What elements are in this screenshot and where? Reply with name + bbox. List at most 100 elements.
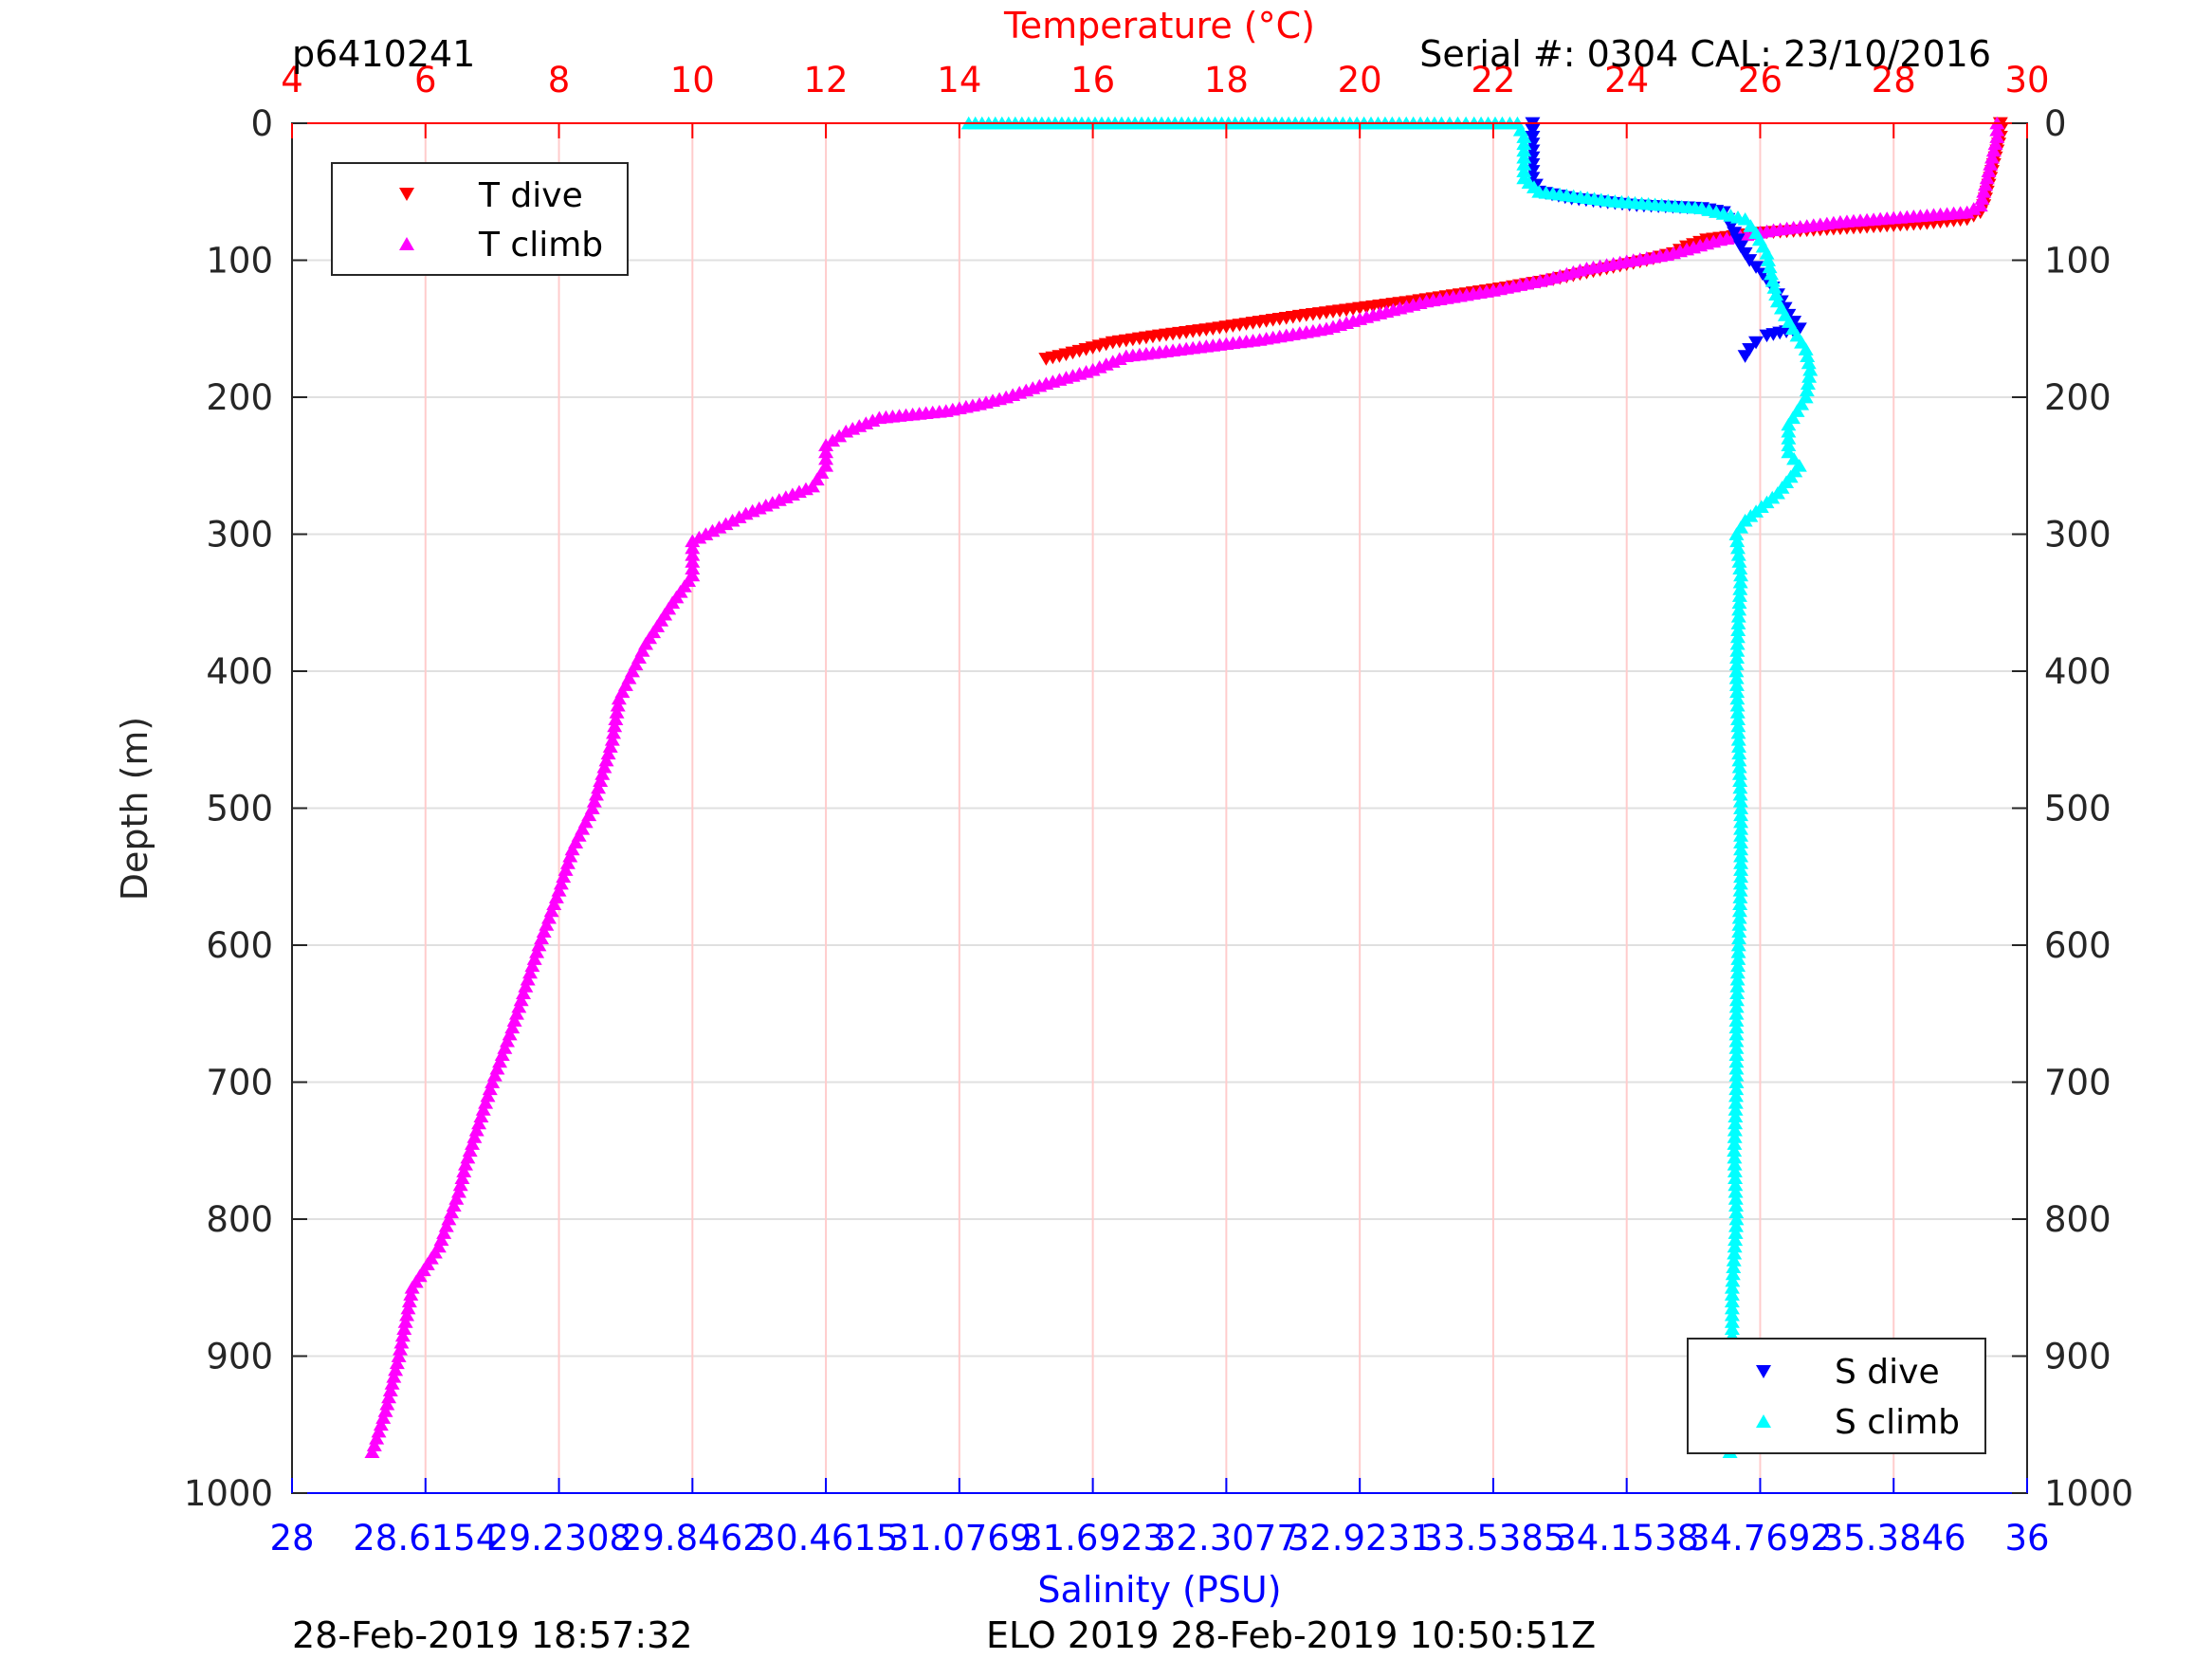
footer-right: ELO 2019 28-Feb-2019 10:50:51Z	[986, 1614, 1596, 1656]
s-climb-point	[1761, 253, 1777, 266]
s-climb-point	[1516, 143, 1532, 157]
s-climb-point	[1732, 876, 1748, 890]
t-climb-point	[1976, 185, 1992, 198]
axis-ticks: 0 0 100 100 200 200 300 300 400 400 500 500 600 600 70…	[184, 60, 2133, 1559]
s-climb-point	[1732, 561, 1748, 575]
s-climb-point	[1728, 657, 1745, 671]
salinity-tick-label: 33.5385	[1420, 1518, 1565, 1559]
s-climb-point	[1732, 787, 1748, 801]
s-climb-point	[1728, 678, 1745, 691]
s-climb-point	[1724, 1301, 1740, 1315]
s-climb-point	[1724, 1281, 1740, 1294]
t-climb-point	[400, 1301, 416, 1315]
s-climb-point	[1728, 1109, 1744, 1123]
depth-tick-label-left: 900	[206, 1337, 273, 1377]
s-climb-point	[1516, 130, 1532, 143]
s-climb-point	[1728, 1177, 1744, 1192]
s-dive-point	[1525, 131, 1541, 144]
t-climb-point	[379, 1396, 395, 1411]
legend-marker-t-climb	[399, 237, 414, 250]
s-climb-point	[1730, 623, 1746, 637]
s-climb-point	[1728, 1192, 1744, 1205]
footer-left: 28-Feb-2019 18:57:32	[292, 1614, 693, 1656]
s-climb-point	[1759, 246, 1775, 260]
depth-tick-label-right: 200	[2044, 377, 2111, 418]
s-climb-point	[1731, 753, 1747, 767]
t-climb-point	[610, 698, 626, 712]
s-dive-point	[1748, 336, 1764, 350]
s-climb-point	[1729, 636, 1746, 650]
t-climb-point	[382, 1383, 398, 1397]
s-climb-point	[1733, 821, 1749, 835]
s-climb-point	[1516, 150, 1532, 164]
s-climb-point	[1729, 644, 1746, 657]
t-dive-point	[1038, 353, 1054, 366]
s-climb-point	[1733, 869, 1749, 884]
depth-tick-label-left: 100	[206, 241, 273, 282]
s-climb-point	[1731, 602, 1747, 616]
salinity-tick-label: 36	[2004, 1518, 2049, 1559]
s-climb-point	[1726, 1253, 1742, 1267]
t-climb-point	[604, 733, 620, 746]
s-climb-point	[1731, 903, 1747, 918]
s-climb-point	[1768, 287, 1784, 301]
s-climb-point	[1727, 1164, 1743, 1177]
s-dive-point	[1742, 254, 1758, 267]
s-climb-point	[1727, 1137, 1743, 1150]
t-climb-point	[609, 705, 625, 719]
s-dive-point	[1737, 246, 1753, 261]
depth-tick-label-right: 900	[2044, 1337, 2111, 1377]
s-climb-point	[1798, 342, 1814, 356]
legend-temperature: T dive T climb	[331, 162, 629, 276]
s-climb-point	[1730, 616, 1746, 629]
s-climb-point	[1729, 629, 1746, 644]
s-climb-point	[1729, 650, 1746, 664]
temperature-tick-label: 4	[281, 60, 303, 100]
legend-label-s-climb: S climb	[1835, 1403, 1960, 1442]
s-climb-point	[1728, 1061, 1745, 1075]
temperature-axis-label: Temperature (°C)	[1003, 5, 1315, 46]
s-climb-point	[1731, 924, 1747, 938]
salinity-tick-label: 31.6923	[1020, 1518, 1165, 1559]
data-points	[364, 116, 2008, 1459]
t-climb-point	[388, 1362, 404, 1376]
s-climb-point	[1733, 848, 1749, 863]
s-climb-point	[1724, 1322, 1740, 1335]
s-climb-point	[1727, 1150, 1743, 1164]
s-climb-point	[1729, 684, 1746, 699]
s-climb-point	[1732, 890, 1748, 903]
s-climb-point	[1728, 1198, 1745, 1212]
depth-tick-label-right: 500	[2044, 789, 2111, 830]
s-climb-point	[1724, 1315, 1740, 1328]
legend-label-s-dive: S dive	[1835, 1353, 1940, 1392]
t-climb-point	[403, 1287, 419, 1301]
t-climb-point	[393, 1335, 410, 1349]
s-climb-point	[1727, 1246, 1743, 1260]
t-climb-point	[384, 1376, 400, 1390]
t-climb-point	[685, 561, 701, 575]
salinity-tick-label: 29.8462	[620, 1518, 765, 1559]
s-climb-point	[1728, 1020, 1745, 1034]
t-climb-point	[588, 787, 604, 801]
s-climb-point	[1728, 1054, 1745, 1068]
s-climb-point	[1729, 979, 1746, 993]
t-climb-point	[389, 1356, 405, 1370]
s-climb-point	[1728, 1205, 1745, 1219]
s-climb-point	[1731, 918, 1747, 931]
s-climb-point	[1730, 938, 1746, 952]
temperature-tick-label: 12	[804, 60, 849, 100]
t-climb-point	[586, 794, 602, 808]
t-climb-point	[396, 1322, 412, 1335]
temperature-tick-label: 6	[414, 60, 437, 100]
temperature-tick-label: 22	[1471, 60, 1515, 100]
salinity-axis-label: Salinity (PSU)	[1037, 1569, 1281, 1611]
t-climb-point	[381, 1390, 397, 1404]
s-climb-point	[1728, 1184, 1744, 1198]
t-climb-point	[1984, 150, 2001, 164]
temperature-tick-label: 14	[937, 60, 981, 100]
t-climb-point	[685, 540, 701, 555]
t-climb-point	[1983, 157, 1999, 171]
depth-tick-label-left: 600	[206, 925, 273, 966]
s-dive-point	[1729, 233, 1746, 247]
s-climb-point	[1730, 952, 1746, 965]
